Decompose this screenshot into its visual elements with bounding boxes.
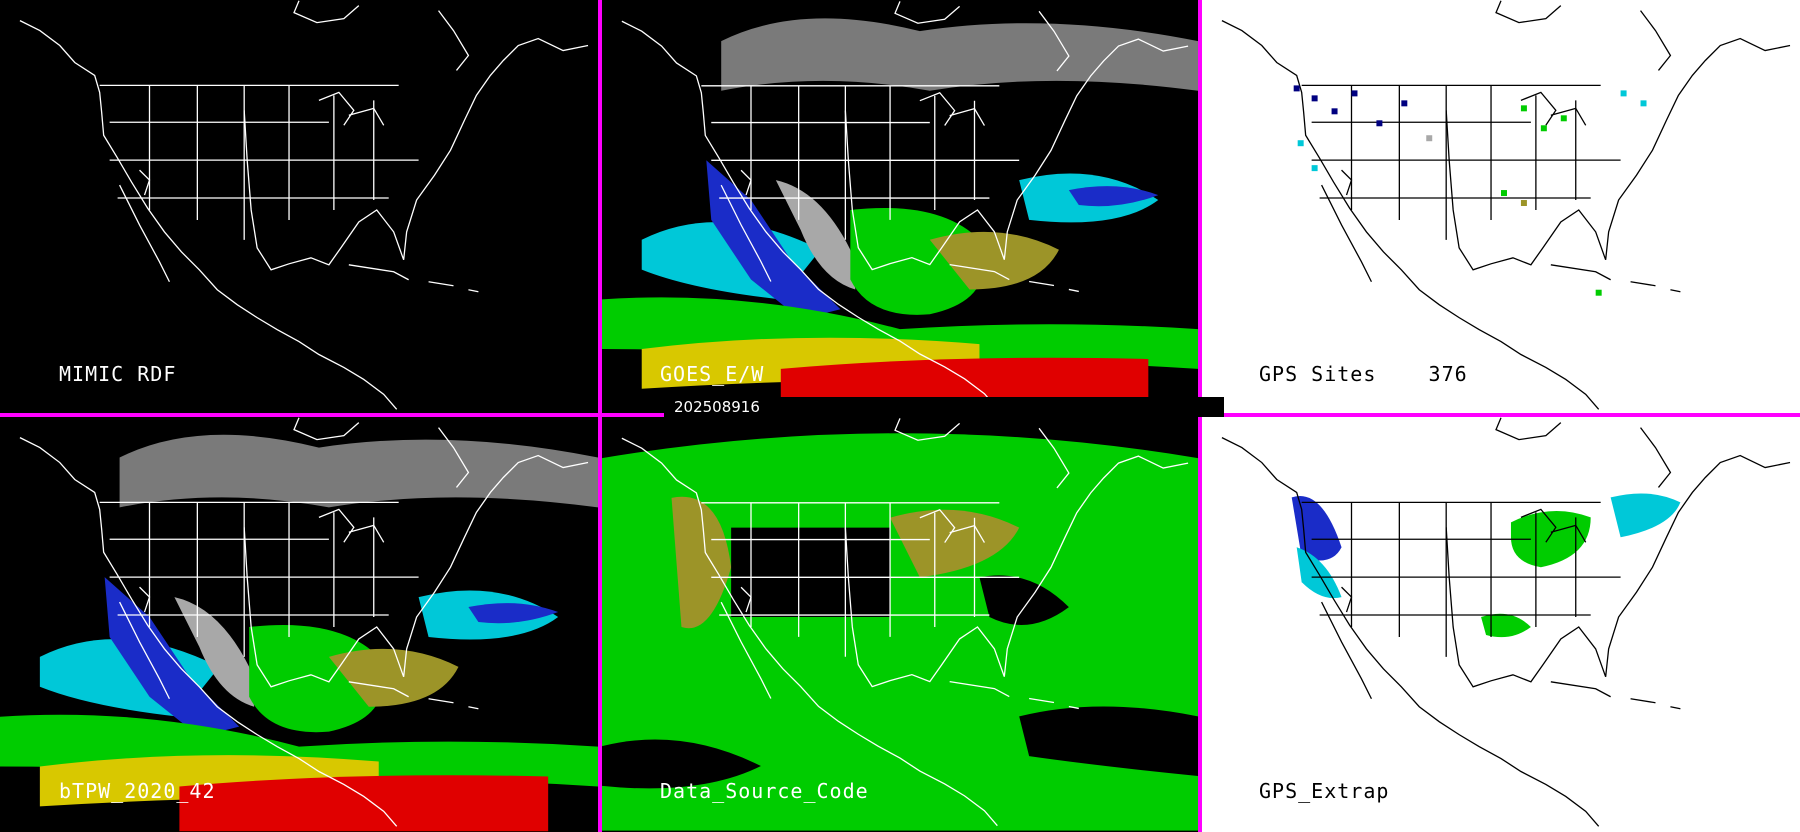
map-gps-extrap	[1221, 417, 1791, 827]
timestamp-label: 202508916	[664, 397, 1224, 417]
panel-gps-sites: GPS Sites 376	[1202, 0, 1800, 413]
panel-label-btpw: bTPW_2020_42	[59, 779, 216, 803]
panel-data-source-code: Data_Source_Code	[602, 417, 1198, 832]
panel-mimic-rdf: MIMIC RDF	[0, 0, 598, 413]
panel-label-data-source-code: Data_Source_Code	[660, 779, 869, 803]
panel-goes-ew: GOES_E/W	[602, 0, 1198, 413]
map-goes-ew	[602, 0, 1198, 413]
panel-gps-extrap: GPS_Extrap	[1202, 417, 1800, 832]
panel-label-mimic-rdf: MIMIC RDF	[59, 362, 177, 386]
panel-label-gps-extrap: GPS_Extrap	[1259, 779, 1390, 803]
map-mimic-rdf	[19, 0, 589, 410]
panel-label-gps-sites: GPS Sites 376	[1259, 362, 1468, 386]
map-data-source-code	[602, 417, 1198, 831]
map-gps-sites	[1221, 0, 1791, 410]
panel-btpw: bTPW_2020_42	[0, 417, 598, 832]
panel-label-goes-ew: GOES_E/W	[660, 362, 765, 386]
map-btpw	[0, 417, 598, 832]
